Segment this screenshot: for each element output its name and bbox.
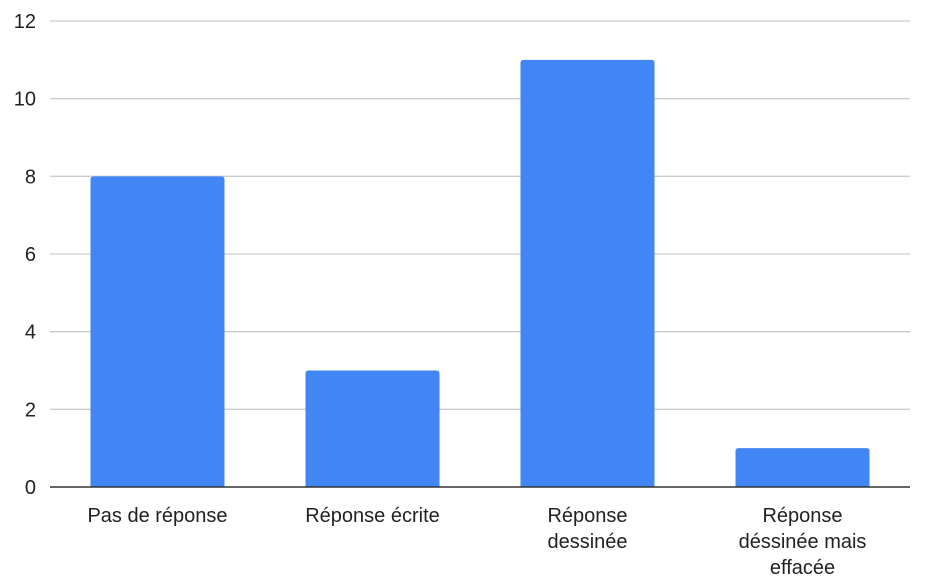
label-layer: 0 2 4 6 8 10 12 Pas de réponse Réponse écrite Rép… <box>14 11 867 579</box>
y-tick-label-10: 10 <box>14 89 36 111</box>
x-tick-label-1: Pas de réponse <box>87 505 227 527</box>
bar-2 <box>305 370 440 487</box>
x-tick-label-3: Réponse dessinée <box>547 505 627 553</box>
y-tick-label-8: 8 <box>25 166 36 188</box>
x-tick-label-4: Réponse déssinée mais effacée <box>739 505 867 579</box>
y-tick-label-0: 0 <box>25 477 36 499</box>
y-tick-label-6: 6 <box>25 244 36 266</box>
x-tick-label-2: Réponse écrite <box>305 505 440 527</box>
bar-1 <box>90 176 225 488</box>
bar-3 <box>520 59 655 487</box>
bar-layer <box>90 59 870 488</box>
y-tick-label-2: 2 <box>25 399 36 421</box>
y-tick-label-12: 12 <box>14 11 36 33</box>
bar-4 <box>735 448 870 487</box>
y-tick-label-4: 4 <box>25 322 36 344</box>
